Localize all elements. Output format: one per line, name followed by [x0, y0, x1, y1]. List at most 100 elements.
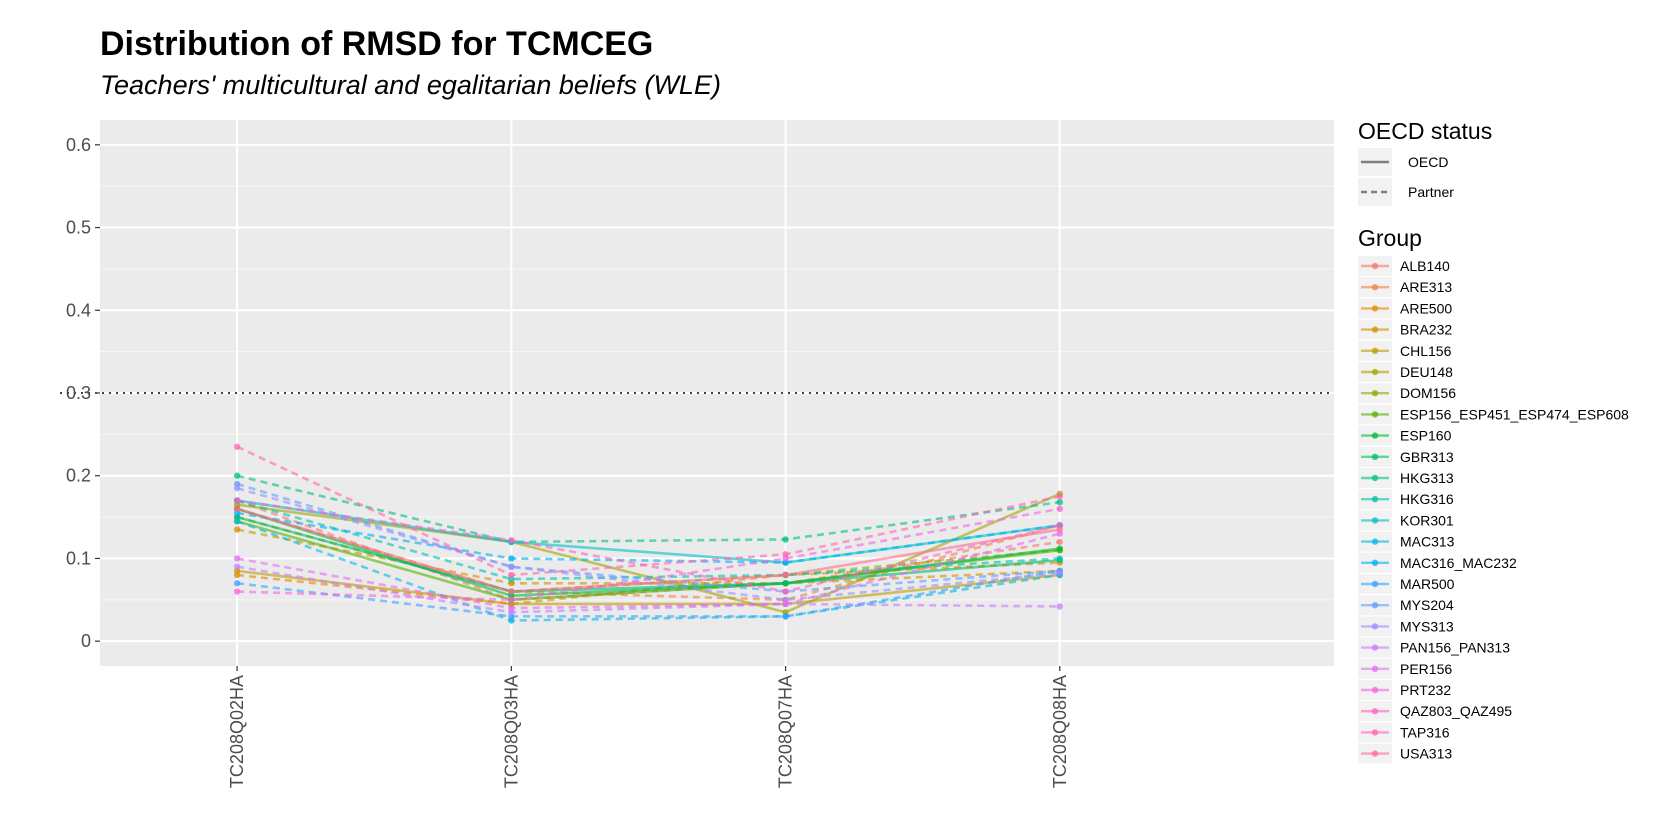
legend-group-items: ALB140 ARE313 ARE500 BRA232 CHL156 DEU148 DOM1… [1358, 256, 1629, 764]
data-point [1056, 555, 1063, 562]
y-tick-label: 0 [81, 631, 91, 651]
legend-key-point [1371, 453, 1379, 460]
legend-label-group: USA313 [1400, 746, 1452, 762]
series-prt232 [233, 505, 1063, 604]
legend-label-group: HKG316 [1400, 491, 1454, 507]
legend-key-point [1371, 284, 1379, 291]
series-line [236, 499, 1060, 581]
data-point [1056, 505, 1063, 513]
data-point [782, 588, 789, 595]
legend-label-group: BRA232 [1400, 322, 1452, 338]
data-point [233, 563, 241, 570]
legend-label-group: ALB140 [1400, 258, 1450, 274]
chart-title: Distribution of RMSD for TCMCEG [100, 25, 653, 63]
y-tick-label: 0.5 [66, 218, 91, 238]
x-tick-label: TC208Q08HA [1050, 675, 1070, 788]
legend-key-point [1371, 644, 1379, 651]
legend-label-group: ESP160 [1400, 428, 1452, 444]
series-line [237, 507, 1061, 602]
series-line [236, 569, 1060, 618]
legend-label-group: GBR313 [1400, 449, 1454, 465]
series-line [236, 528, 1060, 585]
data-point [233, 472, 241, 479]
legend-key-point [1371, 517, 1379, 524]
data-point [782, 571, 789, 579]
data-point [233, 555, 241, 562]
legend-key-point [1371, 496, 1379, 503]
y-tick-label: 0.1 [66, 548, 91, 568]
data-point [508, 604, 515, 612]
data-point [508, 588, 515, 595]
data-point [233, 484, 241, 492]
series-line [236, 520, 1060, 622]
legend-label-group: TAP316 [1400, 724, 1450, 740]
data-point [782, 600, 789, 608]
legend-label-group: ARE313 [1400, 279, 1452, 295]
legend-label-group: ARE500 [1400, 300, 1452, 316]
data-point [233, 588, 241, 595]
legend-label-group: MAC313 [1400, 534, 1455, 550]
legend-key-point [1371, 326, 1379, 333]
data-point [1056, 499, 1063, 506]
x-axis: TC208Q02HA TC208Q03HA TC208Q07HA TC208Q08HA [227, 666, 1070, 788]
data-point [233, 443, 241, 450]
series-layer [233, 443, 1063, 624]
series-per156 [233, 530, 1063, 612]
legend-key-point [1371, 750, 1379, 757]
data-point [1056, 545, 1063, 552]
legend-key-point [1371, 665, 1379, 672]
series-line [236, 565, 1060, 614]
major-gridlines [100, 120, 1334, 666]
data-point [233, 580, 241, 587]
data-point [508, 596, 515, 604]
data-point [782, 536, 789, 543]
legend-label-group: MYS204 [1400, 597, 1454, 613]
series-line [236, 511, 1060, 564]
legend-label-group: DEU148 [1400, 364, 1453, 380]
legend-key-point [1371, 432, 1379, 439]
legend-linetype-items: OECD Partner [1358, 148, 1454, 206]
y-axis: 0 0.1 0.2 0.3 0.4 0.5 0.6 [66, 135, 100, 651]
series-tap316 [233, 443, 1063, 579]
legend-key-point [1371, 623, 1379, 630]
legend-key-point [1371, 474, 1379, 482]
data-point [1056, 570, 1063, 577]
legend-key-point [1371, 347, 1379, 354]
legend-key-point [1371, 708, 1379, 715]
legend-key-point [1371, 368, 1379, 376]
legend-key-point [1371, 686, 1379, 694]
legend-label-group: QAZ803_QAZ495 [1400, 703, 1512, 719]
x-tick-label: TC208Q07HA [776, 675, 796, 788]
legend-label-oecd: OECD [1408, 154, 1448, 170]
legend-key-point [1371, 559, 1379, 566]
legend-label-group: PRT232 [1400, 682, 1451, 698]
legend-label-group: MAR500 [1400, 576, 1455, 592]
y-tick-label: 0.3 [66, 383, 91, 403]
data-point [233, 526, 241, 533]
data-point [1056, 603, 1063, 610]
data-point [782, 580, 789, 587]
data-point [1056, 493, 1063, 500]
y-tick-label: 0.4 [66, 300, 91, 320]
legend-label-group: MYS313 [1400, 618, 1454, 634]
series-usa313 [233, 505, 1063, 595]
legend-key-point [1371, 538, 1379, 545]
legend-label-partner: Partner [1408, 184, 1454, 200]
data-point [1056, 526, 1063, 533]
data-point [1056, 538, 1063, 546]
legend-key-point [1371, 602, 1379, 609]
series-line [236, 507, 1060, 593]
legend-label-group: MAC316_MAC232 [1400, 555, 1517, 571]
data-point [782, 551, 789, 558]
data-point [233, 505, 241, 513]
legend-title-group: Group [1358, 225, 1422, 251]
y-tick-label: 0.2 [66, 466, 91, 486]
legend-key-point [1371, 262, 1379, 270]
data-point [508, 563, 515, 570]
legend-key-point [1371, 411, 1379, 418]
series-line [236, 499, 1061, 593]
legend-key-point [1371, 729, 1379, 736]
legend-label-group: HKG313 [1400, 470, 1454, 486]
legend-key-point [1371, 580, 1379, 588]
